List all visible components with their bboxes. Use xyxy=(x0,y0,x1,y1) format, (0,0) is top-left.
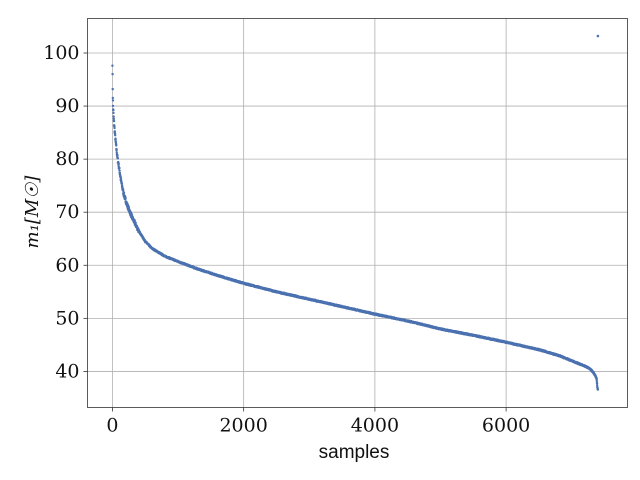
data-point xyxy=(112,115,115,118)
data-point xyxy=(111,99,115,102)
data-point xyxy=(120,181,124,185)
y-tick-label: 60 xyxy=(55,254,79,276)
data-point xyxy=(595,379,598,382)
data-point xyxy=(113,130,117,133)
data-point xyxy=(134,221,137,224)
data-point xyxy=(111,72,114,76)
data-point xyxy=(111,96,115,100)
data-point xyxy=(111,64,114,67)
data-point xyxy=(112,109,115,112)
data-point xyxy=(127,206,131,209)
data-point xyxy=(120,184,124,187)
x-tick-label: 6000 xyxy=(482,415,530,437)
plot-frame xyxy=(87,18,628,408)
x-tick-label: 0 xyxy=(106,415,118,437)
data-point xyxy=(115,151,118,154)
x-axis-label: samples xyxy=(319,442,390,463)
y-tick-label: 40 xyxy=(55,360,79,382)
data-points xyxy=(111,34,600,391)
outlier-point xyxy=(596,34,600,38)
data-point xyxy=(122,191,126,194)
data-point xyxy=(113,126,116,130)
y-tick-label: 50 xyxy=(55,307,79,329)
data-point xyxy=(111,87,114,91)
data-point xyxy=(112,111,115,115)
data-point xyxy=(113,134,117,137)
y-tick-label: 100 xyxy=(43,42,79,64)
x-tick-label: 4000 xyxy=(351,415,399,437)
data-point xyxy=(596,388,600,391)
data-point xyxy=(124,197,127,201)
grid-lines xyxy=(87,18,628,408)
x-tick-label: 2000 xyxy=(219,415,267,437)
axis-ticks: 0 2000 4000 6000 40 50 60 70 80 90 100 xyxy=(43,42,530,437)
data-point xyxy=(122,189,125,193)
data-point xyxy=(117,162,120,165)
data-point xyxy=(595,377,598,380)
data-point xyxy=(111,104,115,108)
data-point xyxy=(116,153,119,157)
data-point xyxy=(113,132,117,135)
data-point xyxy=(112,117,115,120)
data-point xyxy=(116,157,120,160)
data-point xyxy=(115,148,118,151)
data-point xyxy=(595,382,599,385)
data-point xyxy=(114,137,117,140)
y-tick-label: 90 xyxy=(55,95,79,117)
data-point xyxy=(118,166,121,170)
y-tick-label: 70 xyxy=(55,201,79,223)
data-point xyxy=(112,119,116,123)
y-axis-label: m₁[M☉] xyxy=(22,175,43,249)
data-point xyxy=(115,144,118,147)
data-point xyxy=(118,169,121,172)
y-tick-label: 80 xyxy=(55,148,79,170)
